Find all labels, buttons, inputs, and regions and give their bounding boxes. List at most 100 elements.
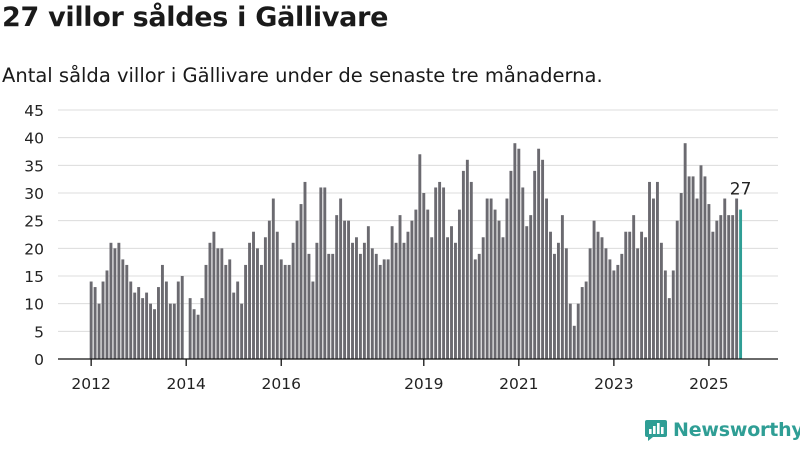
bar bbox=[489, 198, 493, 359]
bars bbox=[89, 143, 743, 359]
bar bbox=[339, 198, 343, 359]
bar bbox=[351, 242, 354, 359]
bar bbox=[374, 253, 378, 359]
bar bbox=[711, 231, 715, 359]
bar bbox=[663, 270, 667, 359]
bar bbox=[176, 281, 180, 359]
x-tick-label: 2025 bbox=[689, 375, 728, 393]
bar bbox=[303, 181, 307, 359]
bar bbox=[501, 237, 505, 359]
bar bbox=[438, 181, 442, 359]
x-tick-label: 2012 bbox=[71, 375, 110, 393]
bar bbox=[584, 281, 588, 359]
bar bbox=[715, 220, 719, 359]
bar bbox=[228, 259, 232, 359]
bar bbox=[719, 215, 723, 359]
bar bbox=[529, 215, 533, 359]
bar bbox=[157, 287, 160, 359]
bar bbox=[592, 220, 596, 359]
bar bbox=[691, 176, 695, 359]
bar bbox=[695, 198, 699, 359]
bar bbox=[331, 253, 335, 359]
highlighted-bar bbox=[739, 209, 743, 359]
bar bbox=[414, 209, 418, 359]
bar bbox=[493, 209, 497, 359]
bar bbox=[188, 298, 192, 359]
bar bbox=[735, 198, 739, 359]
y-tick-label: 0 bbox=[34, 351, 44, 369]
bar bbox=[164, 281, 168, 359]
bar bbox=[457, 209, 461, 359]
bar bbox=[244, 264, 248, 359]
bar bbox=[612, 270, 616, 359]
bar bbox=[410, 220, 414, 359]
bar bbox=[473, 259, 477, 359]
bar bbox=[362, 242, 366, 359]
bar bbox=[370, 248, 374, 359]
bar bbox=[580, 287, 584, 359]
bar bbox=[267, 220, 271, 359]
bar bbox=[172, 303, 176, 359]
bar bbox=[180, 276, 184, 359]
bar bbox=[703, 176, 707, 359]
bar bbox=[727, 215, 731, 359]
bar bbox=[160, 264, 164, 359]
bar bbox=[263, 237, 267, 359]
bar bbox=[113, 248, 117, 359]
bar bbox=[204, 264, 208, 359]
bar bbox=[394, 242, 398, 359]
y-tick-label: 15 bbox=[24, 268, 44, 286]
bar bbox=[105, 270, 109, 359]
bar bbox=[671, 270, 675, 359]
bar bbox=[200, 298, 204, 359]
bar bbox=[652, 198, 655, 359]
y-tick-label: 30 bbox=[24, 185, 44, 203]
bar bbox=[632, 215, 636, 359]
x-tick-label: 2019 bbox=[404, 375, 443, 393]
bar bbox=[469, 181, 473, 359]
chart-subtitle: Antal sålda villor i Gällivare under de … bbox=[2, 64, 603, 87]
bar bbox=[549, 231, 552, 359]
bar bbox=[232, 292, 236, 359]
bar bbox=[315, 242, 319, 359]
bar bbox=[224, 264, 228, 359]
bar bbox=[192, 309, 196, 359]
bar bbox=[723, 198, 727, 359]
bar bbox=[402, 242, 406, 359]
bar bbox=[588, 248, 592, 359]
bar bbox=[731, 215, 735, 359]
bar bbox=[220, 248, 224, 359]
bar bbox=[687, 176, 691, 359]
bar bbox=[446, 237, 449, 359]
bar bbox=[608, 259, 612, 359]
bar bbox=[149, 303, 152, 359]
bar bbox=[422, 193, 426, 359]
bar bbox=[125, 264, 129, 359]
newsworthy-logo: Newsworthy bbox=[644, 418, 800, 442]
chart-title: 27 villor såldes i Gällivare bbox=[2, 2, 389, 33]
bar bbox=[442, 187, 446, 359]
y-tick-label: 20 bbox=[24, 240, 44, 258]
y-tick-label: 5 bbox=[34, 323, 44, 341]
bar bbox=[248, 242, 251, 359]
bar bbox=[640, 231, 644, 359]
y-tick-label: 25 bbox=[24, 213, 44, 231]
bar bbox=[450, 226, 453, 359]
bar bbox=[390, 226, 394, 359]
bar bbox=[426, 209, 430, 359]
bar bbox=[327, 253, 331, 359]
bar bbox=[256, 248, 259, 359]
x-tick-label: 2021 bbox=[499, 375, 538, 393]
bar bbox=[517, 148, 521, 359]
highlight-value-label: 27 bbox=[730, 180, 752, 200]
bar bbox=[196, 314, 200, 359]
bar bbox=[121, 259, 125, 359]
bar bbox=[355, 237, 358, 359]
bar bbox=[620, 253, 624, 359]
bar bbox=[461, 170, 465, 359]
bar bbox=[624, 231, 628, 359]
y-tick-label: 40 bbox=[24, 130, 44, 148]
bar bbox=[485, 198, 489, 359]
bar bbox=[568, 303, 572, 359]
bar bbox=[648, 181, 651, 359]
